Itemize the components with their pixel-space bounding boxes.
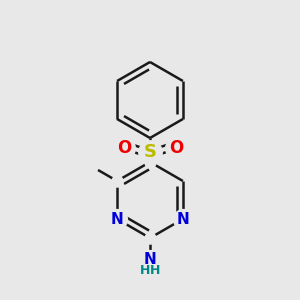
Text: N: N [176, 212, 189, 226]
Text: H: H [140, 263, 150, 277]
Text: N: N [111, 212, 124, 226]
Text: N: N [144, 253, 156, 268]
Text: S: S [143, 143, 157, 161]
Text: O: O [169, 139, 183, 157]
Text: O: O [117, 139, 131, 157]
Text: H: H [150, 263, 160, 277]
